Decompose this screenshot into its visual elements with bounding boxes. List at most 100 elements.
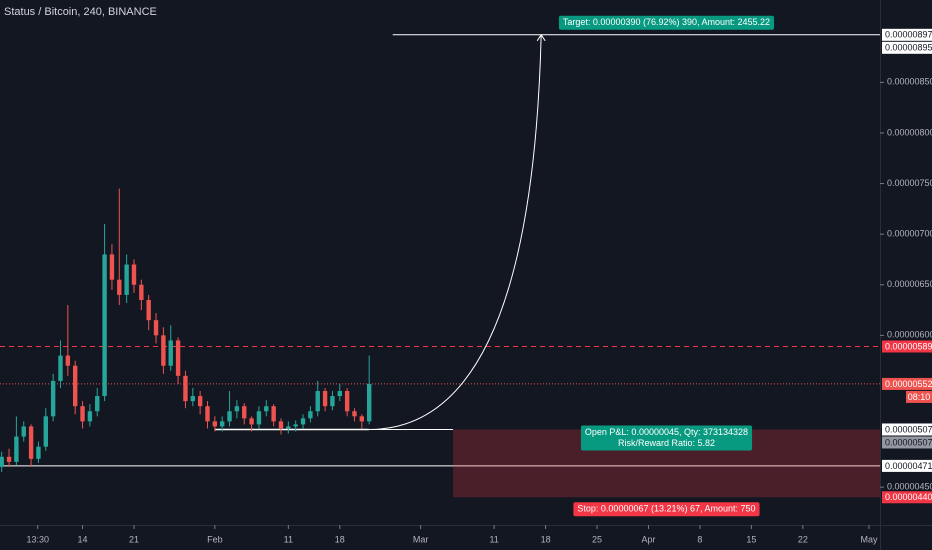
- price-label: 0.00000507: [885, 437, 932, 447]
- candle-body: [293, 424, 298, 427]
- x-tick-label: 18: [541, 534, 551, 544]
- x-tick-label: 25: [592, 534, 602, 544]
- price-label: 0.00000895: [885, 43, 932, 53]
- candle-body: [175, 340, 181, 376]
- price-label: 0.00000589: [885, 341, 932, 351]
- candle-body: [50, 380, 56, 417]
- price-label: 0.00000507: [885, 424, 932, 434]
- candle-body: [256, 411, 262, 425]
- x-tick-label: May: [860, 534, 878, 544]
- candle-body: [6, 456, 12, 462]
- candle-body: [139, 284, 144, 300]
- candle-body: [43, 416, 48, 447]
- candle-body: [190, 396, 195, 402]
- price-label-box: [882, 459, 932, 472]
- candle-body: [153, 320, 159, 336]
- y-tick-label: 0.00000750: [887, 178, 932, 188]
- countdown-box: [906, 390, 932, 403]
- pnl-label: Risk/Reward Ratio: 5.82: [618, 438, 715, 448]
- candle-body: [72, 365, 78, 407]
- candle-body: [344, 391, 350, 412]
- stop-label: Stop: 0.00000067 (13.21%) 67, Amount: 75…: [577, 504, 755, 514]
- candle-body: [227, 411, 232, 422]
- candle-body: [146, 299, 151, 321]
- candle-body: [315, 391, 320, 412]
- candle-body: [21, 426, 26, 437]
- candle-body: [219, 421, 225, 427]
- candle-body: [330, 396, 335, 407]
- x-tick-label: 14: [78, 534, 88, 544]
- chart-title: Status / Bitcoin, 240, BINANCE: [4, 6, 157, 18]
- candle-body: [337, 391, 342, 397]
- candle-body: [359, 416, 365, 422]
- price-label: 0.00000552: [885, 379, 932, 389]
- candle-body: [102, 254, 107, 397]
- price-label-box: [882, 436, 932, 449]
- candle-body: [168, 340, 173, 366]
- y-tick-label: 0.00000800: [887, 127, 932, 137]
- y-tick-label: 0.00000650: [887, 279, 932, 289]
- x-tick-label: 8: [697, 534, 702, 544]
- y-tick-label: 0.00000600: [887, 330, 932, 340]
- y-tick-label: 0.00000850: [887, 77, 932, 87]
- countdown: 08:10: [908, 392, 931, 402]
- price-label-box: [882, 41, 932, 54]
- x-tick-label: 15: [746, 534, 756, 544]
- candle-body: [234, 406, 240, 412]
- price-label-box: [882, 423, 932, 436]
- candle-body: [131, 264, 137, 285]
- candle-body: [109, 254, 115, 280]
- price-label: 0.00000897: [885, 30, 932, 40]
- candle-body: [300, 418, 306, 425]
- pnl-label-box: [580, 425, 753, 451]
- candle-body: [87, 411, 93, 422]
- candle-body: [161, 335, 166, 366]
- candle-body: [14, 436, 19, 462]
- candle-body: [366, 383, 372, 422]
- stop-label-box: [573, 502, 760, 517]
- candle-body: [352, 411, 357, 417]
- price-label-box: [882, 28, 932, 41]
- target-label: Target: 0.00000390 (76.92%) 390, Amount:…: [563, 17, 770, 27]
- price-label: 0.00000471: [885, 461, 932, 471]
- candle-body: [197, 396, 203, 407]
- pnl-label: Open P&L: 0.00000045, Qty: 373134328: [585, 427, 748, 437]
- candle-body: [124, 264, 129, 295]
- price-label: 0.00000440: [885, 492, 932, 502]
- candle-body: [183, 375, 188, 402]
- candle-body: [95, 396, 100, 412]
- x-tick-label: Mar: [413, 534, 429, 544]
- candle-body: [117, 279, 122, 295]
- x-tick-label: 18: [335, 534, 345, 544]
- candle-body: [36, 446, 41, 459]
- x-tick-label: 11: [284, 534, 293, 544]
- x-tick-label: 13:30: [26, 534, 49, 544]
- candle-body: [264, 406, 269, 412]
- x-tick-label: 22: [798, 534, 808, 544]
- candle-body: [212, 421, 218, 427]
- target-label-box: [558, 15, 775, 30]
- candle-body: [58, 355, 63, 381]
- candle-body: [286, 426, 291, 429]
- candle-body: [0, 456, 4, 467]
- candle-body: [242, 406, 247, 419]
- y-tick-label: 0.00000700: [887, 229, 932, 239]
- price-label-box: [882, 377, 932, 390]
- candle-body: [80, 406, 85, 422]
- x-tick-label: 11: [489, 534, 498, 544]
- price-label-box: [882, 491, 932, 504]
- x-tick-label: Apr: [641, 534, 655, 544]
- candle-body: [308, 411, 313, 419]
- candle-body: [65, 355, 71, 366]
- candle-body: [271, 406, 276, 422]
- candle-body: [322, 391, 328, 407]
- x-tick-label: 21: [129, 534, 139, 544]
- candle-body: [249, 418, 254, 425]
- candle-body: [28, 426, 34, 459]
- y-tick-label: 0.00000450: [887, 482, 932, 492]
- x-tick-label: Feb: [207, 534, 223, 544]
- price-label-box: [882, 340, 932, 353]
- candle-body: [278, 421, 284, 429]
